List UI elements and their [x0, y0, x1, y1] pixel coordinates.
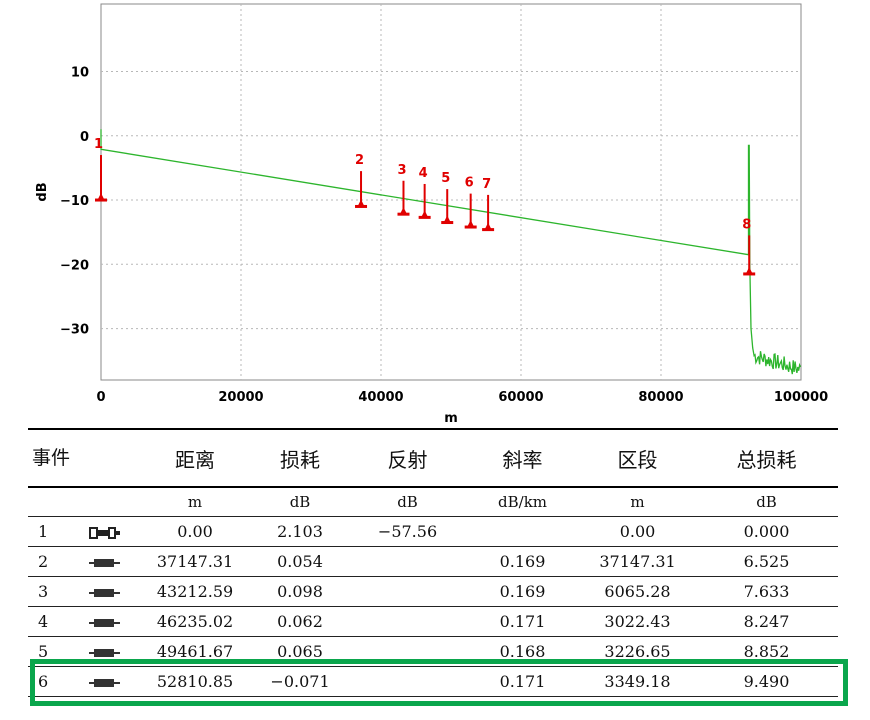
header-total-loss: 总损耗 — [695, 428, 839, 488]
table-row[interactable]: 4 46235.02 0.062 0.171 3022.43 8.247 — [28, 606, 839, 637]
cell-slope — [465, 516, 581, 547]
event-marker-tip — [358, 199, 365, 206]
x-axis-label: m — [444, 411, 458, 425]
table-row[interactable]: 6 52810.85 −0.071 0.171 3349.18 9.490 — [28, 666, 839, 697]
cell-reflection — [350, 666, 466, 697]
event-marker-tip — [746, 266, 753, 273]
cell-reflection — [350, 576, 466, 607]
header-section: 区段 — [580, 428, 696, 488]
event-number: 6 — [28, 666, 70, 697]
plot-area — [100, 3, 802, 381]
event-label: 8 — [742, 217, 751, 232]
header-event: 事件 — [28, 428, 141, 488]
event-marker-tip — [444, 215, 451, 222]
cell-slope: 0.169 — [465, 546, 581, 577]
cell-section: 3349.18 — [580, 666, 696, 697]
unit-slope: dB/km — [465, 487, 581, 517]
cell-reflection — [350, 606, 466, 637]
event-label: 2 — [355, 153, 364, 168]
y-tick-label: −10 — [60, 194, 89, 209]
cell-section: 3022.43 — [580, 606, 696, 637]
table-header-row: 事件 距离 损耗 反射 斜率 区段 总损耗 — [28, 428, 839, 488]
event-label: 4 — [419, 166, 428, 181]
event-label: 7 — [482, 177, 491, 192]
event-label: 5 — [441, 171, 450, 186]
cell-distance: 52810.85 — [140, 666, 251, 697]
cell-total-loss: 9.490 — [695, 666, 839, 697]
y-tick-label: −20 — [60, 258, 89, 273]
highlight-box — [30, 659, 848, 706]
otdr-trace-chart: 0 20000 40000 60000 80000 100000 10 0 −10 −20 −30 m… — [35, 3, 828, 425]
cell-loss: 0.062 — [250, 606, 351, 637]
event-marker-tip — [400, 207, 407, 214]
splice-event-icon — [70, 576, 141, 607]
x-tick-label: 0 — [96, 390, 105, 405]
cell-total-loss: 6.525 — [695, 546, 839, 577]
header-loss: 损耗 — [250, 428, 351, 488]
x-tick-label: 20000 — [218, 390, 263, 405]
cell-loss: 2.103 — [250, 516, 351, 547]
x-tick-label: 60000 — [498, 390, 543, 405]
event-marker-tip — [467, 220, 474, 227]
header-distance: 距离 — [140, 428, 251, 488]
x-tick-label: 80000 — [638, 390, 683, 405]
cell-total-loss: 7.633 — [695, 576, 839, 607]
cell-slope: 0.169 — [465, 576, 581, 607]
cell-section: 6065.28 — [580, 576, 696, 607]
y-tick-label: 0 — [80, 130, 89, 145]
splice-event-icon — [70, 606, 141, 637]
event-marker-tip — [485, 222, 492, 229]
cell-section: 0.00 — [580, 516, 696, 547]
event-label: 3 — [397, 163, 406, 178]
cell-loss: 0.098 — [250, 576, 351, 607]
launch-connector-icon — [70, 516, 141, 547]
cell-reflection: −57.56 — [350, 516, 466, 547]
cell-section: 37147.31 — [580, 546, 696, 577]
cell-total-loss: 8.247 — [695, 606, 839, 637]
cell-distance: 37147.31 — [140, 546, 251, 577]
unit-loss: dB — [250, 487, 351, 517]
event-table: 事件 距离 损耗 反射 斜率 区段 总损耗 m dB dB dB/km m dB… — [28, 428, 839, 697]
unit-total-loss: dB — [695, 487, 839, 517]
event-label: 1 — [94, 137, 103, 152]
table-row[interactable]: 1 0.00 2.103 −57.56 0.00 0.000 — [28, 516, 839, 547]
cell-slope: 0.171 — [465, 606, 581, 637]
event-marker-tip — [421, 210, 428, 217]
table-row[interactable]: 3 43212.59 0.098 0.169 6065.28 7.633 — [28, 576, 839, 607]
cell-distance: 46235.02 — [140, 606, 251, 637]
event-number: 2 — [28, 546, 70, 577]
y-tick-label: 10 — [71, 65, 89, 80]
trace-line — [100, 129, 802, 375]
event-number: 1 — [28, 516, 70, 547]
cell-slope: 0.171 — [465, 666, 581, 697]
table-units-row: m dB dB dB/km m dB — [28, 487, 839, 517]
cell-loss: −0.071 — [250, 666, 351, 697]
event-number: 3 — [28, 576, 70, 607]
x-tick-label: 100000 — [774, 390, 828, 405]
y-tick-label: −30 — [60, 323, 89, 338]
cell-reflection — [350, 546, 466, 577]
cell-distance: 0.00 — [140, 516, 251, 547]
x-tick-label: 40000 — [358, 390, 403, 405]
header-slope: 斜率 — [465, 428, 581, 488]
cell-distance: 43212.59 — [140, 576, 251, 607]
splice-event-icon — [70, 546, 141, 577]
unit-section: m — [580, 487, 696, 517]
event-number: 4 — [28, 606, 70, 637]
cell-loss: 0.054 — [250, 546, 351, 577]
cell-total-loss: 0.000 — [695, 516, 839, 547]
event-label: 6 — [465, 176, 474, 191]
splice-event-icon — [70, 666, 141, 697]
header-reflection: 反射 — [350, 428, 466, 488]
event-marker-tip — [98, 193, 104, 200]
unit-reflection: dB — [350, 487, 466, 517]
unit-distance: m — [140, 487, 251, 517]
y-axis-label: dB — [35, 182, 50, 201]
table-row[interactable]: 5 49461.67 0.065 0.168 3226.65 8.852 — [28, 636, 839, 667]
table-row[interactable]: 2 37147.31 0.054 0.169 37147.31 6.525 — [28, 546, 839, 577]
